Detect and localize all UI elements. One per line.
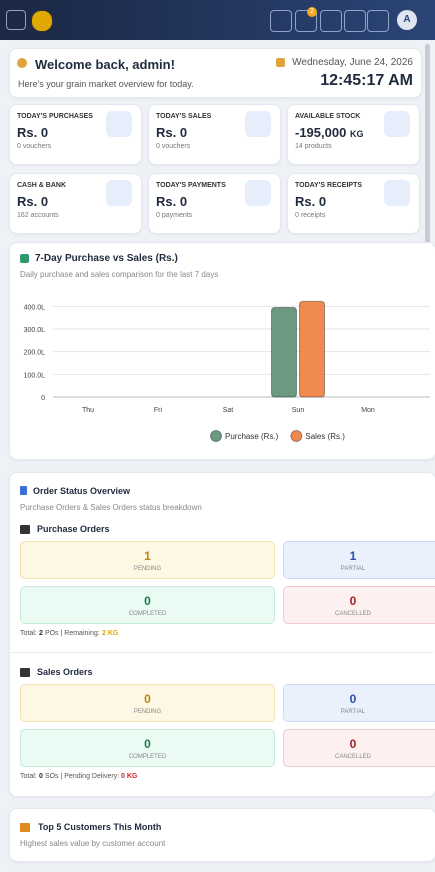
welcome-title: Welcome back, admin! <box>35 57 175 72</box>
stat-icon <box>384 180 410 206</box>
logo[interactable] <box>31 10 53 32</box>
sidebar-button[interactable] <box>367 10 389 32</box>
avatar[interactable]: A <box>397 10 417 30</box>
status-label: PARTIAL <box>340 566 366 572</box>
status-value: 1 <box>349 549 357 563</box>
stat-label: AVAILABLE STOCK <box>295 113 361 120</box>
footer-text: 0 <box>39 773 43 780</box>
status-cell <box>283 729 435 767</box>
order-icon <box>20 486 27 495</box>
customers-icon <box>20 823 30 832</box>
stat-sub: 0 receipts <box>295 212 326 219</box>
group-icon <box>20 525 30 534</box>
date: Wednesday, June 24, 2026 <box>292 57 413 68</box>
status-label: PENDING <box>133 709 162 715</box>
sun-icon <box>17 58 27 68</box>
menu-button[interactable] <box>6 10 26 30</box>
stat-sub: 0 payments <box>156 212 193 219</box>
stat-label: TODAY'S RECEIPTS <box>295 182 363 189</box>
footer-text: POs | Remaining: <box>43 630 102 637</box>
footer-text: 0 KG <box>121 773 138 780</box>
status-cell <box>283 586 435 624</box>
welcome-card <box>9 48 422 98</box>
status-value: 0 <box>144 594 151 608</box>
status-label: PARTIAL <box>340 709 366 715</box>
chart-subtitle: Daily purchase and sales comparison for … <box>20 270 219 279</box>
keyboard-button[interactable] <box>344 10 366 32</box>
stat-unit: KG <box>350 129 364 139</box>
chart-icon <box>20 254 29 263</box>
customers-card <box>9 808 435 862</box>
scrollbar[interactable] <box>425 44 430 244</box>
order-title: Order Status Overview <box>33 486 131 496</box>
stat-value: Rs. 0 <box>156 194 188 209</box>
status-value: 0 <box>349 692 357 706</box>
status-label: CANCELLED <box>334 754 371 760</box>
stat-icon <box>106 180 132 206</box>
status-cell <box>20 684 275 722</box>
chart-title: 7-Day Purchase vs Sales (Rs.) <box>35 253 178 264</box>
footer-text: 2 <box>39 630 43 637</box>
status-value: 1 <box>144 549 151 563</box>
stat-sub: 0 vouchers <box>156 143 191 150</box>
group-divider <box>10 652 434 653</box>
stat-label: CASH & BANK <box>17 182 66 189</box>
stat-label: TODAY'S PURCHASES <box>17 113 93 120</box>
stat-sub: 162 accounts <box>17 212 59 219</box>
stat-sub: 0 vouchers <box>17 143 52 150</box>
status-label: CANCELLED <box>334 611 371 617</box>
chart-card <box>9 242 435 460</box>
footer-text: Total: <box>20 773 39 780</box>
stat-icon <box>245 180 271 206</box>
box-button[interactable] <box>320 10 342 32</box>
status-label: COMPLETED <box>128 754 167 760</box>
stat-value: -195,000 <box>295 125 347 140</box>
stat-icon <box>245 111 271 137</box>
top-bar <box>0 0 435 40</box>
stat-sub: 14 products <box>295 143 332 150</box>
status-cell <box>20 541 275 579</box>
stat-value: Rs. 0 <box>295 194 327 209</box>
status-cell <box>283 684 435 722</box>
status-value: 0 <box>144 737 151 751</box>
stat-value: Rs. 0 <box>156 125 188 140</box>
status-value: 0 <box>349 737 357 751</box>
status-value: 0 <box>349 594 357 608</box>
group-title: Sales Orders <box>37 667 93 677</box>
cart-badge: 2 <box>307 7 317 17</box>
stat-value: Rs. 0 <box>17 125 49 140</box>
status-cell <box>283 541 435 579</box>
cart-button[interactable] <box>295 10 317 32</box>
footer-text: 2 KG <box>102 630 119 637</box>
footer-text: SOs | Pending Delivery: <box>43 773 122 780</box>
stat-value: Rs. 0 <box>17 194 49 209</box>
status-cell <box>20 729 275 767</box>
group-title: Purchase Orders <box>37 524 110 534</box>
status-value: 0 <box>144 692 151 706</box>
add-user-button[interactable] <box>270 10 292 32</box>
time: 12:45:17 AM <box>320 72 413 89</box>
status-label: PENDING <box>133 566 162 572</box>
customers-title: Top 5 Customers This Month <box>38 822 162 832</box>
welcome-subtitle: Here's your grain market overview for to… <box>18 79 194 89</box>
stat-icon <box>384 111 410 137</box>
footer-text: Total: <box>20 630 39 637</box>
calendar-icon <box>276 58 285 67</box>
stat-icon <box>106 111 132 137</box>
status-cell <box>20 586 275 624</box>
status-label: COMPLETED <box>128 611 167 617</box>
stat-label: TODAY'S PAYMENTS <box>156 182 226 189</box>
order-subtitle: Purchase Orders & Sales Orders status br… <box>20 503 202 512</box>
stat-label: TODAY'S SALES <box>156 113 212 120</box>
customers-subtitle: Highest sales value by customer account <box>20 839 166 848</box>
group-icon <box>20 668 30 677</box>
